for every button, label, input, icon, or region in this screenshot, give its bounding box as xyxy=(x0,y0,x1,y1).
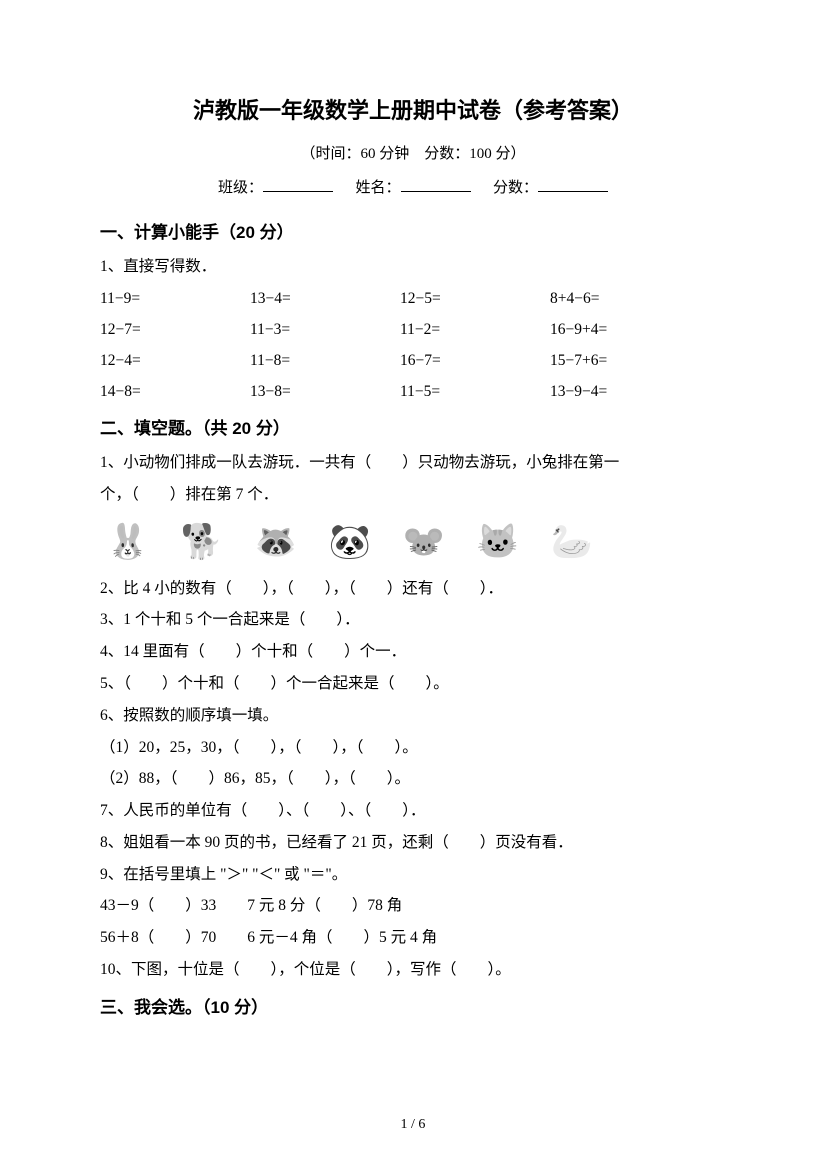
arith-cell: 11−9= xyxy=(100,283,250,314)
section2-q8: 8、姐姐看一本 90 页的书，已经看了 21 页，还剩（ ）页没有看． xyxy=(100,827,726,859)
name-blank xyxy=(401,176,471,192)
class-label: 班级： xyxy=(218,180,263,196)
arith-cell: 13−9−4= xyxy=(550,376,700,407)
section2-q6b: （2）88，（ ）86，85，（ ），（ ）。 xyxy=(100,763,726,795)
name-label: 姓名： xyxy=(355,180,400,196)
section1-q1-label: 1、直接写得数． xyxy=(100,251,726,283)
section2-q10: 10、下图，十位是（ ），个位是（ ），写作（ ）。 xyxy=(100,954,726,986)
section2-q1b: 个，（ ）排在第 7 个． xyxy=(100,479,726,511)
section2-q7: 7、人民币的单位有（ ）、（ ）、（ ）． xyxy=(100,795,726,827)
arith-cell: 14−8= xyxy=(100,376,250,407)
animal-dog-icon: 🐕 xyxy=(174,521,230,567)
animal-raccoon-icon: 🦝 xyxy=(248,521,304,567)
section2-q5: 5、（ ）个十和（ ）个一合起来是（ ）。 xyxy=(100,668,726,700)
animal-mouse-icon: 🐭 xyxy=(396,521,452,567)
animals-row: 🐰 🐕 🦝 🐼 🐭 🐱 🦢 xyxy=(100,517,726,567)
section2-q3: 3、1 个十和 5 个一合起来是（ ）． xyxy=(100,604,726,636)
section1-heading: 一、计算小能手（20 分） xyxy=(100,217,726,249)
arith-cell: 16−7= xyxy=(400,345,550,376)
arith-cell: 11−5= xyxy=(400,376,550,407)
info-row: 班级： 姓名： 分数： xyxy=(100,174,726,203)
arith-cell: 13−4= xyxy=(250,283,400,314)
arith-cell: 13−8= xyxy=(250,376,400,407)
section2-q6a: （1）20，25，30，（ ），（ ），（ ）。 xyxy=(100,732,726,764)
animal-cat-icon: 🐱 xyxy=(470,521,526,567)
arith-cell: 11−2= xyxy=(400,314,550,345)
class-blank xyxy=(263,176,333,192)
arith-cell: 16−9+4= xyxy=(550,314,700,345)
section3-heading: 三、我会选。（10 分） xyxy=(100,992,726,1024)
section2-q6: 6、按照数的顺序填一填。 xyxy=(100,700,726,732)
arith-cell: 15−7+6= xyxy=(550,345,700,376)
page-title: 泸教版一年级数学上册期中试卷（参考答案） xyxy=(100,90,726,132)
animal-swan-icon: 🦢 xyxy=(544,521,600,567)
section2-heading: 二、填空题。（共 20 分） xyxy=(100,413,726,445)
score-blank xyxy=(538,176,608,192)
section2-q9b: 56＋8（ ）70 6 元－4 角（ ）5 元 4 角 xyxy=(100,922,726,954)
subtitle: （时间：60 分钟 分数：100 分） xyxy=(100,140,726,169)
score-label: 分数： xyxy=(493,180,538,196)
animal-panda-icon: 🐼 xyxy=(322,521,378,567)
section2-q4: 4、14 里面有（ ）个十和（ ）个一． xyxy=(100,636,726,668)
arith-cell: 11−8= xyxy=(250,345,400,376)
arith-cell: 11−3= xyxy=(250,314,400,345)
section2-q2: 2、比 4 小的数有（ ），（ ），（ ）还有（ ）． xyxy=(100,573,726,605)
section2-q9: 9、在括号里填上 "＞" "＜" 或 "＝"。 xyxy=(100,859,726,891)
animal-rabbit-icon: 🐰 xyxy=(100,521,156,567)
page-number: 1 / 6 xyxy=(0,1112,826,1139)
arith-cell: 12−7= xyxy=(100,314,250,345)
section2-q9a: 43－9（ ）33 7 元 8 分（ ）78 角 xyxy=(100,890,726,922)
arithmetic-grid: 11−9= 13−4= 12−5= 8+4−6= 12−7= 11−3= 11−… xyxy=(100,283,726,407)
section2-q1a: 1、小动物们排成一队去游玩．一共有（ ）只动物去游玩，小兔排在第一 xyxy=(100,447,726,479)
arith-cell: 12−4= xyxy=(100,345,250,376)
arith-cell: 12−5= xyxy=(400,283,550,314)
arith-cell: 8+4−6= xyxy=(550,283,700,314)
